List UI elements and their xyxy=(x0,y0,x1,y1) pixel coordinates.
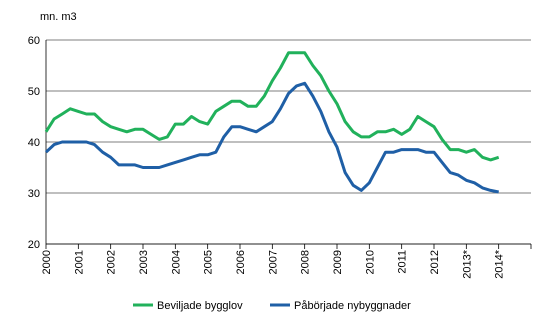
x-tick-label: 2012 xyxy=(429,250,441,274)
y-tick-label: 20 xyxy=(28,239,40,251)
x-tick-label: 2004 xyxy=(170,250,182,274)
series-line xyxy=(44,81,499,194)
legend-label: Beviljade bygglov xyxy=(157,300,243,312)
series-line xyxy=(44,51,500,162)
y-tick-label: 50 xyxy=(28,86,40,98)
legend-label: Påbörjade nybyggnader xyxy=(294,300,411,312)
y-tick-label: 30 xyxy=(28,188,40,200)
x-tick-label: 2003 xyxy=(138,250,150,274)
x-tick-label: 2006 xyxy=(235,250,247,274)
x-tick-label: 2010 xyxy=(364,250,376,274)
x-tick-label: 2014* xyxy=(494,249,506,278)
y-unit: mn. m3 xyxy=(40,11,77,23)
x-tick-label: 2007 xyxy=(267,250,279,274)
y-tick-label: 40 xyxy=(28,137,40,149)
x-tick-label: 2013* xyxy=(461,249,473,278)
x-tick-label: 2008 xyxy=(300,250,312,274)
y-tick-label: 60 xyxy=(28,35,40,47)
x-tick-label: 2000 xyxy=(41,250,53,274)
x-tick-label: 2009 xyxy=(332,250,344,274)
x-tick-label: 2011 xyxy=(397,250,409,274)
x-tick-label: 2001 xyxy=(73,250,85,274)
x-tick-label: 2005 xyxy=(203,250,215,274)
x-tick-label: 2002 xyxy=(106,250,118,274)
